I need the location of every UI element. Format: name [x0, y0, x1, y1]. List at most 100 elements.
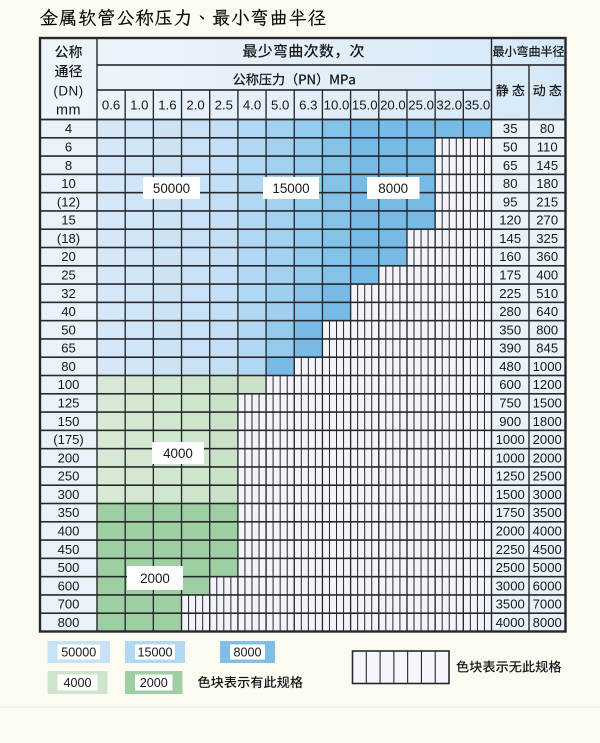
svg-text:20.0: 20.0 — [380, 98, 406, 113]
svg-text:35: 35 — [503, 121, 518, 136]
svg-text:0.6: 0.6 — [102, 98, 120, 113]
svg-text:1.0: 1.0 — [130, 98, 148, 113]
svg-text:15: 15 — [61, 213, 76, 228]
svg-text:350: 350 — [58, 505, 80, 520]
svg-text:145: 145 — [536, 158, 558, 173]
svg-text:50: 50 — [503, 140, 518, 155]
svg-text:80: 80 — [503, 176, 518, 191]
svg-text:350: 350 — [499, 322, 521, 337]
svg-text:500: 500 — [58, 560, 80, 575]
svg-text:4000: 4000 — [496, 615, 525, 630]
svg-text:225: 225 — [499, 286, 521, 301]
svg-text:280: 280 — [499, 304, 521, 319]
svg-text:110: 110 — [537, 140, 558, 155]
svg-text:145: 145 — [499, 231, 521, 246]
svg-text:2500: 2500 — [533, 469, 562, 484]
svg-text:32: 32 — [61, 286, 76, 301]
svg-text:1.6: 1.6 — [158, 98, 176, 113]
svg-text:360: 360 — [536, 249, 558, 264]
svg-text:150: 150 — [58, 414, 80, 429]
svg-text:50: 50 — [61, 322, 76, 337]
svg-text:6.3: 6.3 — [299, 98, 317, 113]
svg-text:2.0: 2.0 — [186, 98, 204, 113]
svg-text:40: 40 — [61, 304, 76, 319]
svg-text:4: 4 — [65, 121, 72, 136]
svg-text:390: 390 — [499, 341, 521, 356]
svg-text:100: 100 — [58, 377, 80, 392]
svg-text:6000: 6000 — [533, 578, 562, 593]
svg-text:3500: 3500 — [496, 597, 525, 612]
svg-text:1000: 1000 — [496, 450, 525, 465]
svg-text:4000: 4000 — [533, 524, 562, 539]
svg-text:65: 65 — [61, 341, 76, 356]
svg-text:95: 95 — [503, 194, 518, 209]
svg-text:800: 800 — [536, 322, 558, 337]
svg-text:1200: 1200 — [533, 377, 562, 392]
svg-text:mm: mm — [56, 103, 81, 119]
svg-text:4500: 4500 — [533, 542, 562, 557]
svg-text:2000: 2000 — [140, 676, 168, 690]
svg-text:1250: 1250 — [496, 469, 525, 484]
svg-text:600: 600 — [499, 377, 521, 392]
svg-text:400: 400 — [58, 524, 80, 539]
svg-text:480: 480 — [499, 359, 521, 374]
svg-text:2000: 2000 — [140, 571, 170, 586]
svg-text:(18): (18) — [57, 231, 80, 246]
svg-text:8000: 8000 — [233, 646, 261, 660]
svg-text:(175): (175) — [53, 432, 84, 447]
svg-text:750: 750 — [499, 396, 521, 411]
svg-text:700: 700 — [58, 597, 80, 612]
svg-text:1500: 1500 — [496, 487, 525, 502]
svg-text:2.5: 2.5 — [215, 98, 233, 113]
svg-text:5000: 5000 — [533, 560, 562, 575]
svg-text:15.0: 15.0 — [352, 98, 378, 113]
svg-text:3000: 3000 — [496, 578, 525, 593]
svg-text:7000: 7000 — [533, 597, 562, 612]
svg-text:450: 450 — [58, 542, 80, 557]
svg-text:(12): (12) — [57, 194, 80, 209]
svg-text:50000: 50000 — [153, 181, 190, 196]
svg-text:2250: 2250 — [496, 542, 525, 557]
svg-text:3000: 3000 — [533, 487, 562, 502]
svg-text:32.0: 32.0 — [436, 98, 462, 113]
svg-text:200: 200 — [58, 450, 80, 465]
svg-text:175: 175 — [499, 268, 521, 283]
svg-text:270: 270 — [536, 213, 558, 228]
svg-text:300: 300 — [58, 487, 80, 502]
svg-text:8000: 8000 — [533, 615, 562, 630]
svg-text:2000: 2000 — [496, 524, 525, 539]
svg-text:20: 20 — [61, 249, 76, 264]
svg-text:640: 640 — [536, 304, 558, 319]
svg-text:160: 160 — [499, 249, 521, 264]
svg-text:8: 8 — [65, 158, 72, 173]
svg-text:8000: 8000 — [378, 181, 408, 196]
svg-text:120: 120 — [499, 213, 521, 228]
svg-text:80: 80 — [61, 359, 76, 374]
svg-text:1000: 1000 — [496, 432, 525, 447]
svg-text:6: 6 — [65, 140, 72, 155]
svg-text:4.0: 4.0 — [243, 98, 261, 113]
svg-text:180: 180 — [536, 176, 558, 191]
svg-text:10: 10 — [61, 176, 76, 191]
svg-text:215: 215 — [536, 194, 558, 209]
svg-text:125: 125 — [58, 396, 80, 411]
svg-text:2500: 2500 — [496, 560, 525, 575]
svg-text:250: 250 — [58, 469, 80, 484]
svg-text:800: 800 — [58, 615, 80, 630]
svg-text:15000: 15000 — [272, 181, 309, 196]
svg-text:4000: 4000 — [63, 676, 91, 690]
svg-text:1750: 1750 — [496, 505, 525, 520]
svg-text:845: 845 — [536, 341, 558, 356]
svg-text:5.0: 5.0 — [271, 98, 289, 113]
svg-text:4000: 4000 — [163, 446, 193, 461]
svg-text:325: 325 — [536, 231, 558, 246]
svg-text:25.0: 25.0 — [408, 98, 434, 113]
svg-text:510: 510 — [536, 286, 558, 301]
svg-text:(DN): (DN) — [53, 83, 83, 98]
svg-text:3500: 3500 — [533, 505, 562, 520]
svg-text:80: 80 — [540, 121, 555, 136]
svg-text:50000: 50000 — [61, 646, 96, 660]
svg-text:2000: 2000 — [533, 432, 562, 447]
svg-text:65: 65 — [503, 158, 518, 173]
svg-text:600: 600 — [58, 578, 80, 593]
